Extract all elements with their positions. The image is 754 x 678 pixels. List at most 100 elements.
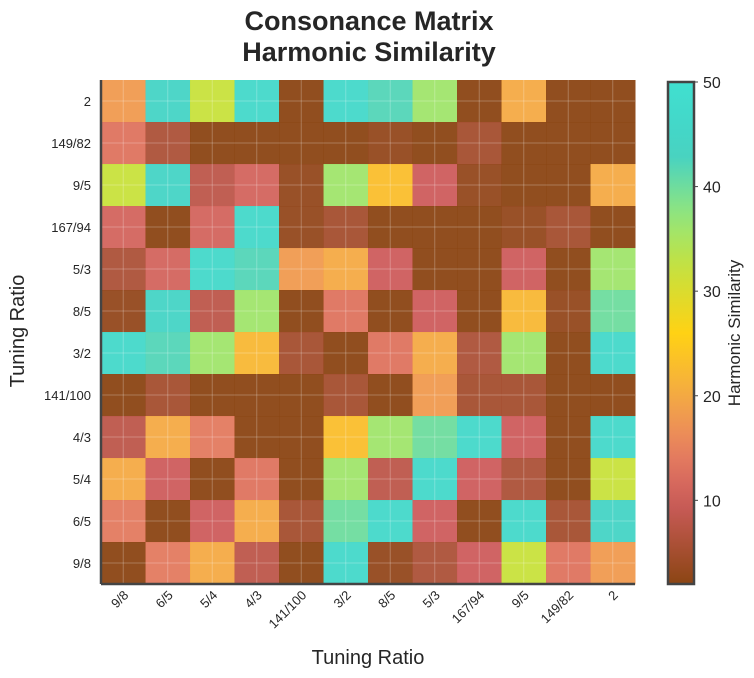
heatmap-cell	[590, 542, 636, 585]
heatmap-cell	[368, 206, 413, 249]
x-tick-label: 5/4	[197, 588, 220, 611]
heatmap-cell	[101, 290, 146, 333]
heatmap-cell	[145, 164, 191, 207]
heatmap-cell	[279, 542, 324, 585]
heatmap-cell	[546, 206, 591, 249]
heatmap-cell	[546, 248, 591, 291]
heatmap-cell	[368, 416, 413, 459]
heatmap-cell	[412, 500, 458, 543]
colorbar-tick-label: 20	[703, 389, 721, 406]
heatmap-cell	[323, 206, 369, 249]
heatmap-cell	[101, 164, 146, 207]
heatmap-cell	[190, 332, 235, 375]
heatmap-cell	[323, 332, 369, 375]
heatmap-cell	[323, 248, 369, 291]
heatmap-cell	[190, 416, 235, 459]
heatmap-cell	[323, 542, 369, 585]
heatmap-cell	[279, 206, 324, 249]
heatmap-cell	[501, 248, 547, 291]
heatmap-cell	[323, 458, 369, 501]
chart-title-line-2: Harmonic Similarity	[242, 37, 496, 67]
heatmap-cell	[501, 164, 547, 207]
heatmap-cell	[501, 332, 547, 375]
heatmap-cell	[501, 542, 547, 585]
heatmap-cell	[101, 206, 146, 249]
x-tick-label: 5/3	[419, 588, 442, 611]
heatmap-cell	[234, 416, 280, 459]
heatmap-cell	[546, 122, 591, 165]
heatmap-cell	[101, 500, 146, 543]
heatmap-cell	[323, 164, 369, 207]
heatmap-axes	[99, 80, 635, 586]
heatmap-gridlines	[101, 80, 635, 584]
heatmap-cell	[279, 416, 324, 459]
heatmap-cell	[457, 458, 502, 501]
y-tick-label: 2	[84, 94, 91, 109]
heatmap-cell	[145, 500, 191, 543]
heatmap-cell	[590, 332, 636, 375]
heatmap-cell	[546, 80, 591, 123]
heatmap-cell	[412, 374, 458, 417]
heatmap-cell	[101, 332, 146, 375]
heatmap-cell	[279, 290, 324, 333]
heatmap-cell	[368, 500, 413, 543]
heatmap-cell	[590, 164, 636, 207]
heatmap-cell	[412, 542, 458, 585]
heatmap-cell	[457, 542, 502, 585]
y-tick-label: 9/5	[73, 178, 91, 193]
heatmap-cell	[501, 122, 547, 165]
heatmap-cell	[234, 206, 280, 249]
heatmap-cell	[590, 290, 636, 333]
x-tick-label: 9/5	[508, 588, 531, 611]
heatmap-cell	[190, 164, 235, 207]
colorbar-tick-label: 50	[703, 75, 721, 92]
y-tick-label: 149/82	[51, 136, 91, 151]
heatmap-cell	[501, 416, 547, 459]
heatmap-cell	[101, 542, 146, 585]
colorbar-tick-label: 40	[703, 180, 721, 197]
heatmap-cell	[368, 248, 413, 291]
heatmap-cell	[190, 248, 235, 291]
heatmap-cell	[234, 290, 280, 333]
heatmap-cell	[590, 458, 636, 501]
heatmap-cell	[546, 374, 591, 417]
heatmap-cell	[457, 332, 502, 375]
y-tick-labels: 2 149/82 9/5 167/94 5/3 8/5 3/2 141/100 4/3 5/4 6/…	[44, 94, 91, 571]
heatmap-cell	[145, 458, 191, 501]
heatmap-cell	[590, 122, 636, 165]
heatmap-cell	[323, 122, 369, 165]
colorbar-tick-label: 30	[703, 284, 721, 301]
heatmap-cell	[323, 80, 369, 123]
heatmap-cell	[546, 332, 591, 375]
y-tick-label: 5/3	[73, 262, 91, 277]
y-tick-label: 8/5	[73, 304, 91, 319]
heatmap-cell	[323, 500, 369, 543]
x-tick-labels: 9/8 6/5 5/4 4/3 141/100 3/2 8/5 5/3 167/94 9/5 149…	[108, 588, 621, 632]
heatmap-cell	[279, 458, 324, 501]
x-tick-label: 4/3	[241, 588, 264, 611]
heatmap-cell	[501, 458, 547, 501]
heatmap-cell	[501, 374, 547, 417]
heatmap-cell	[145, 248, 191, 291]
x-tick-label: 6/5	[152, 588, 175, 611]
heatmap-cell	[190, 206, 235, 249]
heatmap-cell	[190, 458, 235, 501]
x-tick-label: 3/2	[330, 588, 353, 611]
y-tick-label: 5/4	[73, 472, 91, 487]
heatmap-cell	[101, 416, 146, 459]
heatmap-cell	[190, 374, 235, 417]
heatmap-cell	[234, 374, 280, 417]
heatmap-cell	[368, 80, 413, 123]
heatmap-cell	[101, 122, 146, 165]
x-tick-label: 2	[605, 588, 621, 604]
heatmap-cell	[323, 374, 369, 417]
heatmap-cell	[368, 332, 413, 375]
heatmap-cell	[145, 206, 191, 249]
heatmap-cell	[546, 500, 591, 543]
heatmap-cell	[234, 122, 280, 165]
heatmap-cell	[190, 290, 235, 333]
heatmap-cell	[279, 164, 324, 207]
colorbar-gradient	[666, 80, 696, 586]
heatmap-cell	[412, 80, 458, 123]
